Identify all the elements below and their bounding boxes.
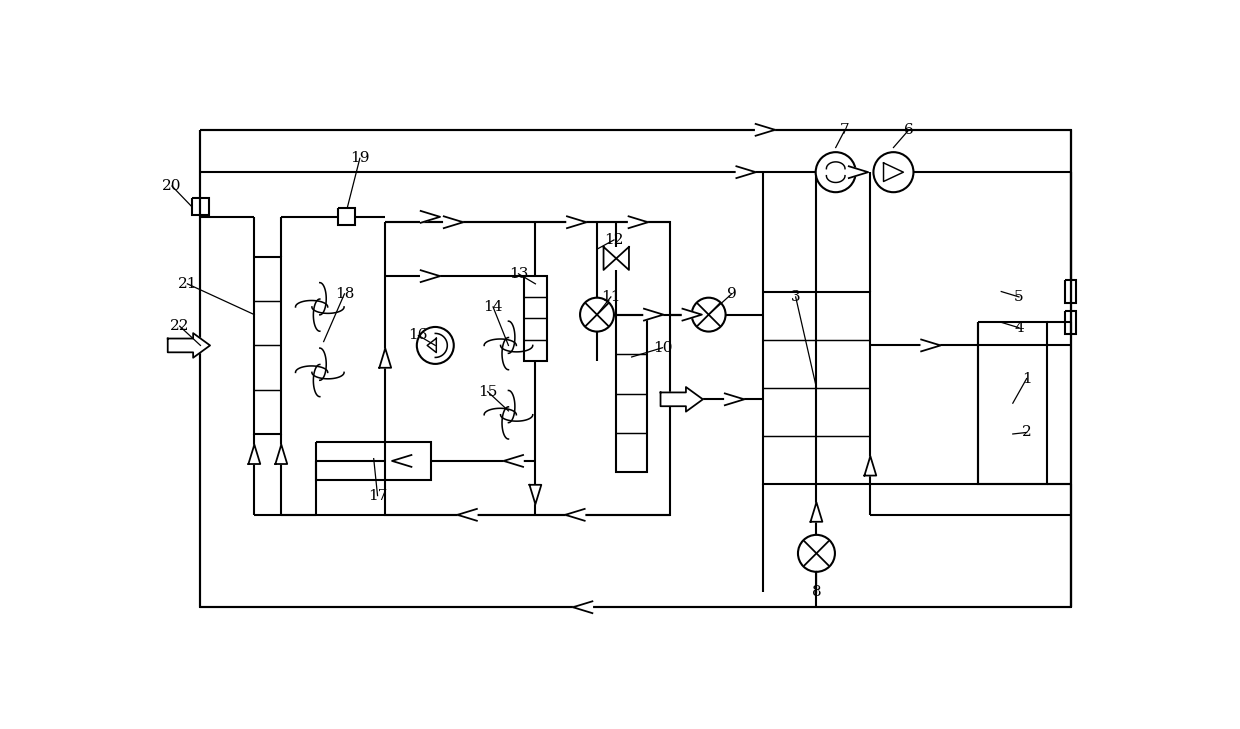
Polygon shape (167, 333, 210, 358)
Text: 10: 10 (652, 340, 672, 355)
Polygon shape (573, 601, 593, 613)
Text: 13: 13 (508, 267, 528, 281)
Polygon shape (427, 338, 436, 353)
Text: 7: 7 (841, 122, 849, 137)
Polygon shape (503, 455, 523, 467)
Text: 9: 9 (727, 286, 737, 301)
Text: 20: 20 (162, 179, 182, 193)
Text: 21: 21 (177, 277, 197, 291)
Polygon shape (644, 308, 663, 321)
Text: 8: 8 (812, 585, 821, 599)
Text: 4: 4 (1014, 321, 1024, 335)
Circle shape (873, 152, 914, 192)
Polygon shape (458, 509, 477, 521)
Text: 17: 17 (368, 488, 387, 502)
Text: 22: 22 (170, 319, 190, 333)
Polygon shape (567, 217, 587, 228)
Text: 14: 14 (484, 300, 502, 314)
Polygon shape (248, 445, 260, 464)
Text: 16: 16 (409, 329, 428, 343)
Polygon shape (661, 387, 703, 412)
Text: 12: 12 (604, 233, 624, 247)
Polygon shape (629, 217, 649, 228)
Polygon shape (755, 124, 775, 136)
Circle shape (799, 535, 835, 572)
Text: 18: 18 (335, 286, 355, 301)
Polygon shape (379, 348, 391, 367)
Polygon shape (420, 270, 440, 282)
Text: 2: 2 (1022, 426, 1032, 440)
Text: 11: 11 (601, 290, 620, 304)
Polygon shape (529, 485, 542, 504)
Polygon shape (921, 340, 941, 351)
Polygon shape (565, 509, 585, 521)
Polygon shape (616, 247, 629, 270)
Text: 5: 5 (1014, 290, 1024, 304)
Polygon shape (604, 247, 616, 270)
Text: 6: 6 (904, 122, 914, 137)
Polygon shape (725, 394, 744, 405)
Polygon shape (884, 163, 904, 182)
Circle shape (816, 152, 856, 192)
Circle shape (580, 297, 614, 332)
Polygon shape (849, 166, 868, 178)
Polygon shape (864, 456, 877, 475)
Polygon shape (420, 211, 440, 223)
Text: 19: 19 (350, 152, 370, 165)
Polygon shape (444, 217, 464, 228)
Circle shape (692, 297, 725, 332)
Circle shape (417, 327, 454, 364)
Text: 1: 1 (1022, 372, 1032, 386)
Text: 15: 15 (477, 385, 497, 399)
Text: 3: 3 (791, 290, 801, 304)
Polygon shape (682, 308, 702, 321)
Polygon shape (275, 445, 288, 464)
Polygon shape (392, 455, 412, 467)
Polygon shape (737, 166, 755, 178)
Polygon shape (811, 502, 822, 522)
